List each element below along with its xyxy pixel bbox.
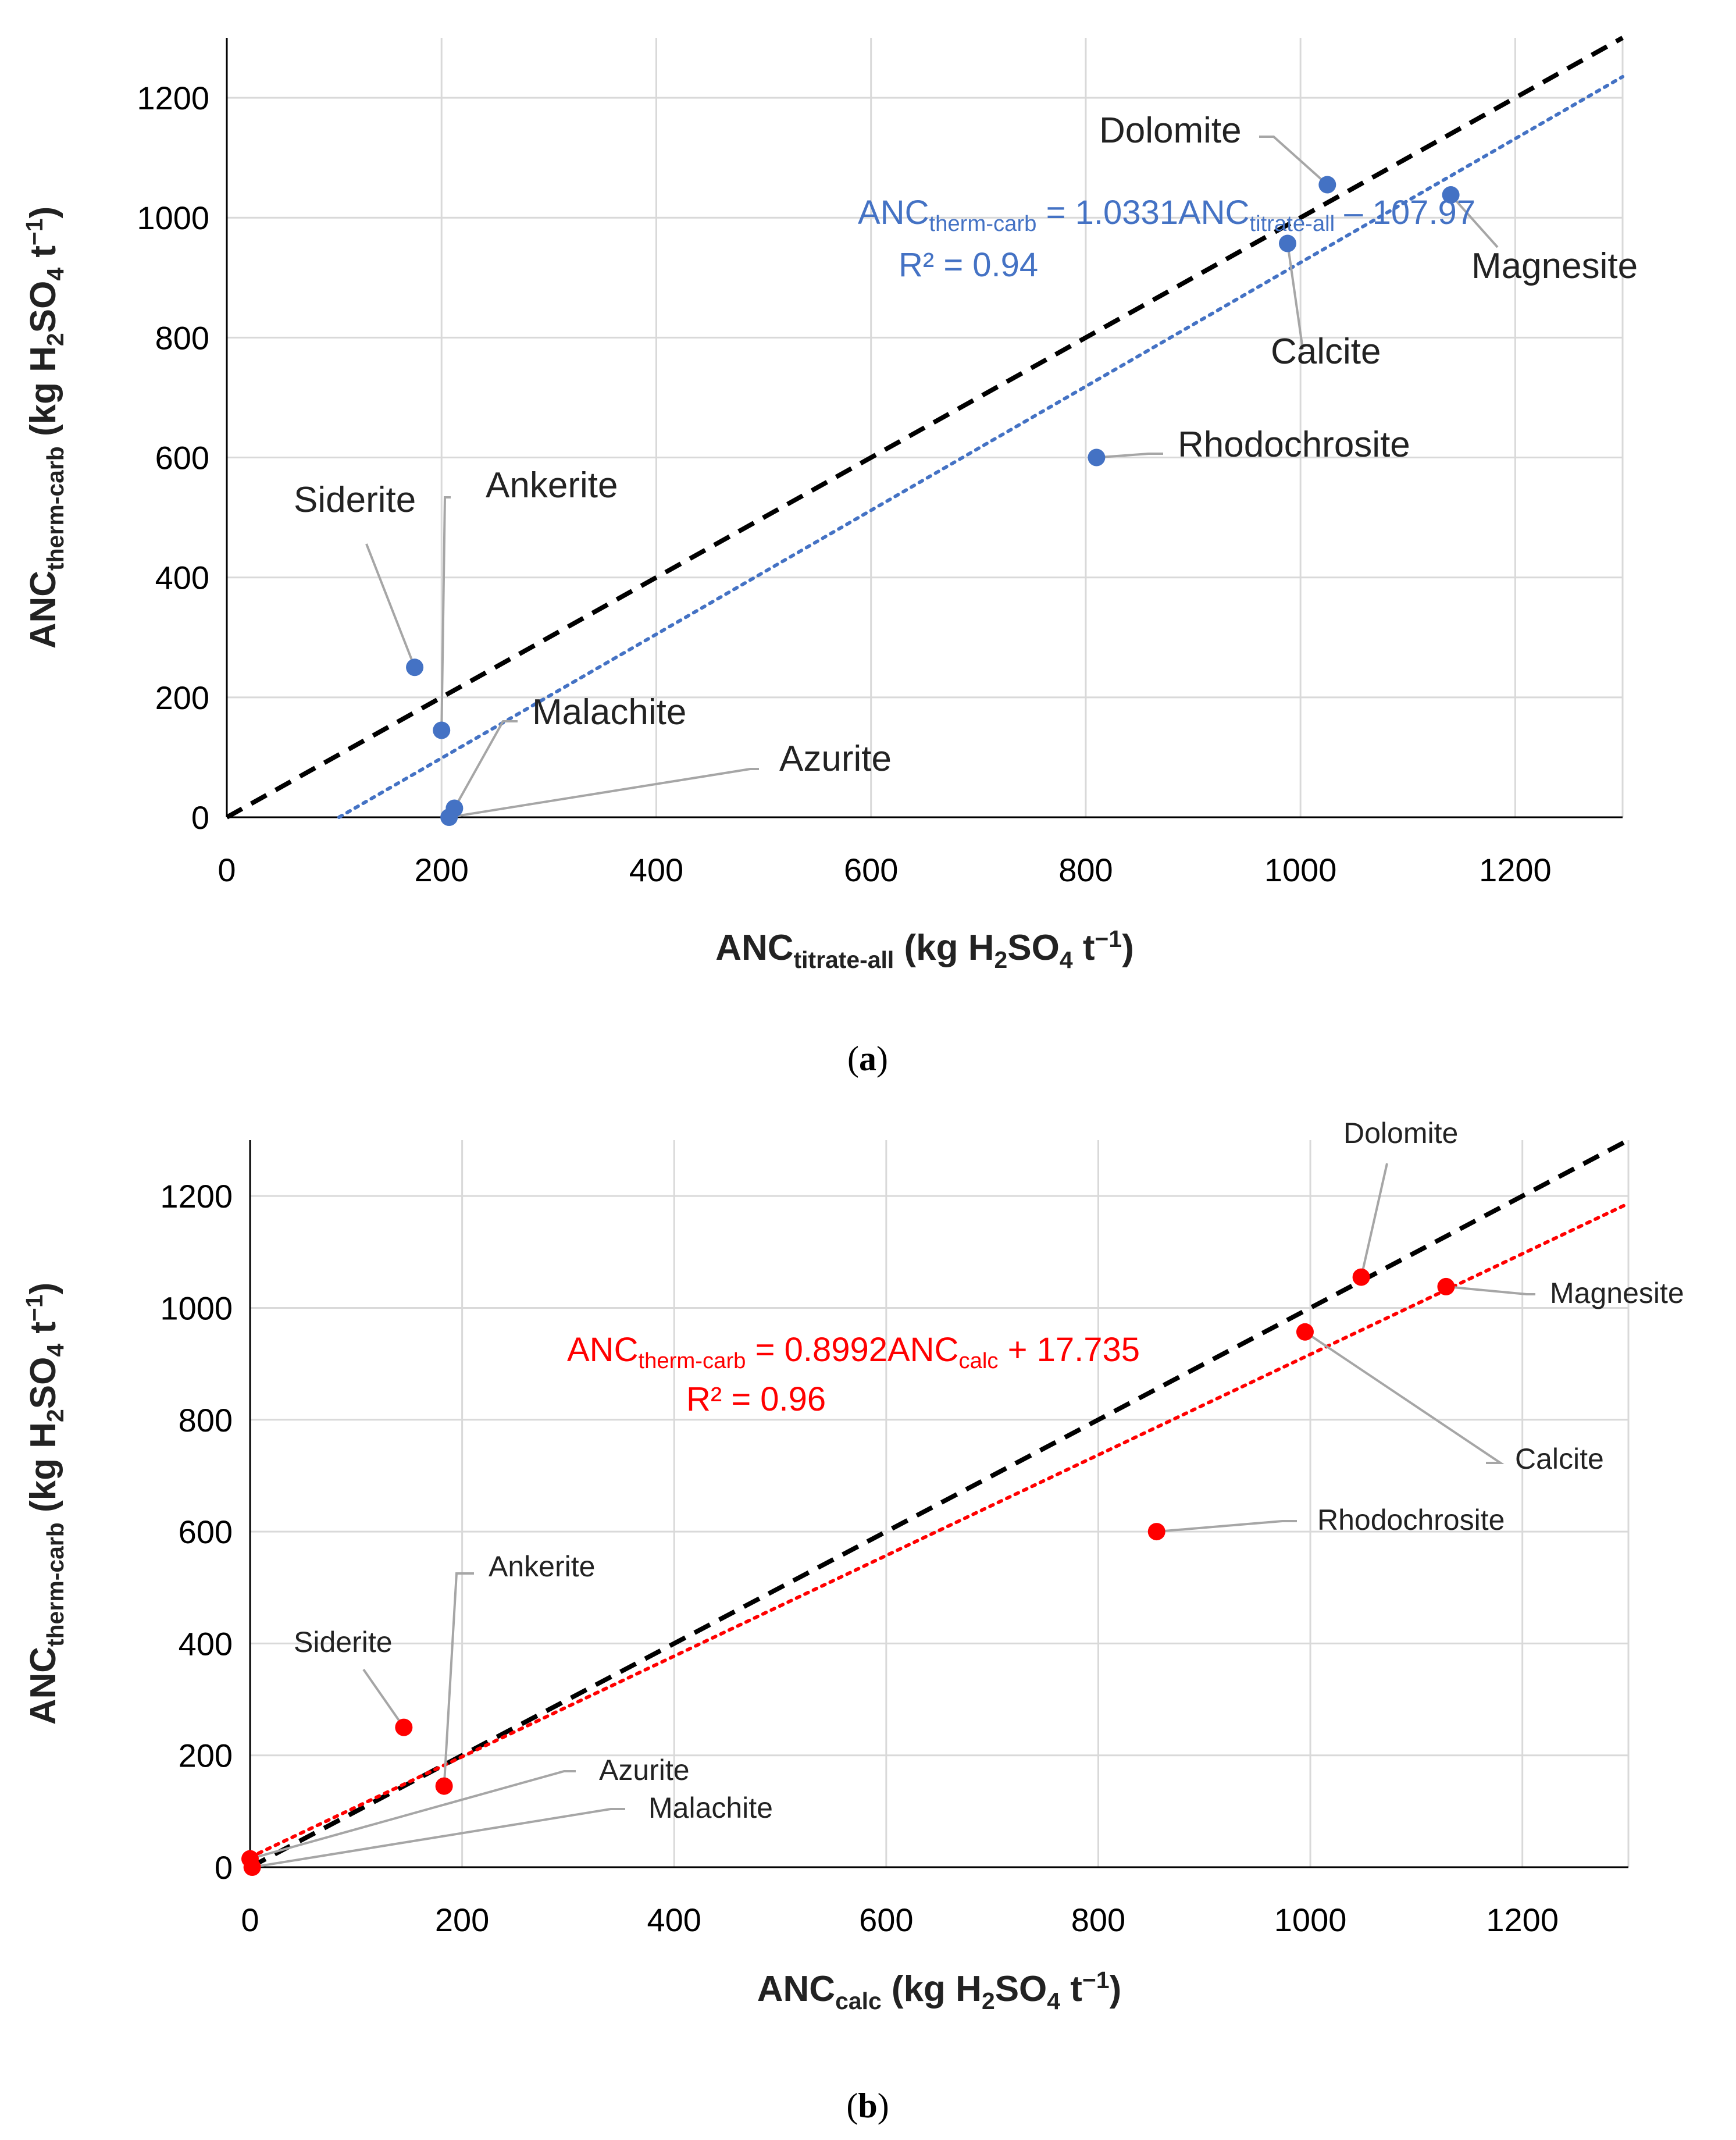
data-point: [440, 809, 458, 826]
point-label: Rhodochrosite: [1317, 1504, 1505, 1536]
point-label: Magnesite: [1550, 1277, 1684, 1309]
point-label: Calcite: [1271, 332, 1381, 372]
x-tick-label: 400: [647, 1902, 701, 1938]
panel-a: 0 200 400 600 800 1000 1200 0 200 400 600 800 1000 12…: [21, 35, 1638, 1078]
data-point: [243, 1858, 261, 1876]
point-label: Ankerite: [486, 465, 618, 505]
y-tick-label: 400: [155, 560, 209, 596]
y-tick-label: 0: [191, 799, 209, 836]
leader-line: [1360, 1163, 1388, 1278]
y-tick-label: 200: [155, 679, 209, 716]
panel-b: 0 200 400 600 800 1000 1200 0 200 400 600 800 1000 12…: [21, 1117, 1684, 2125]
x-tick-label: 0: [218, 852, 236, 888]
leader-line: [365, 543, 416, 668]
leader-line: [1259, 136, 1328, 186]
data-point: [1279, 234, 1296, 252]
x-tick-label: 1000: [1264, 852, 1337, 888]
x-tick-label: 200: [435, 1902, 489, 1938]
x-tick-label: 1000: [1274, 1902, 1347, 1938]
x-tick-label: 0: [241, 1902, 259, 1938]
data-point: [1088, 448, 1106, 467]
leader-line: [440, 496, 451, 731]
leader-line: [443, 1572, 474, 1786]
leader-line: [448, 768, 759, 818]
data-point: [435, 1777, 453, 1795]
trendline: [337, 74, 1624, 819]
reference-line-1to1: [226, 35, 1624, 820]
point-label: Siderite: [294, 1626, 393, 1658]
y-tick-label: 800: [179, 1402, 233, 1438]
leader-line: [1446, 1285, 1535, 1295]
data-point: [1147, 1523, 1165, 1541]
y-tick-label: 1200: [160, 1178, 233, 1215]
y-tick-label: 400: [179, 1625, 233, 1662]
point-label: Calcite: [1515, 1443, 1604, 1475]
gridlines: [226, 38, 1624, 818]
y-axis-label: ANCtherm-carb (kg H2SO4 t−1): [21, 206, 69, 649]
y-axis-label: ANCtherm-carb (kg H2SO4 t−1): [21, 1283, 69, 1725]
point-label: Azurite: [779, 739, 892, 779]
leader-line: [252, 1808, 625, 1868]
reference-line-1to1: [249, 1138, 1630, 1870]
data-point: [406, 658, 424, 676]
data-point: [395, 1718, 413, 1736]
y-tick-label: 200: [179, 1737, 233, 1774]
leader-line: [1304, 1331, 1505, 1464]
r-squared: R² = 0.94: [899, 246, 1038, 284]
leader-line: [362, 1668, 405, 1728]
x-axis-label: ANCcalc (kg H2SO4 t−1): [757, 1967, 1121, 2014]
data-point: [1352, 1268, 1370, 1286]
x-tick-label: 800: [1071, 1902, 1125, 1938]
data-point: [1442, 186, 1460, 204]
x-tick-label: 1200: [1486, 1902, 1559, 1938]
y-tick-label: 1000: [160, 1290, 233, 1326]
trendline: [248, 1201, 1630, 1859]
y-tick-label: 1000: [137, 200, 209, 236]
leader-line: [1096, 453, 1163, 459]
data-point: [1318, 176, 1336, 194]
point-label: Magnesite: [1471, 246, 1638, 286]
leader-line: [1450, 194, 1499, 248]
data-point: [433, 721, 451, 739]
y-tick-label: 0: [215, 1849, 233, 1886]
x-tick-label: 400: [629, 852, 683, 888]
point-label: Rhodochrosite: [1178, 425, 1410, 465]
x-tick-label: 1200: [1479, 852, 1552, 888]
point-label: Malachite: [532, 692, 686, 732]
leader-line: [453, 720, 518, 809]
y-tick-label: 600: [155, 440, 209, 476]
y-tick-label: 1200: [137, 80, 209, 116]
y-tick-label: 800: [155, 319, 209, 356]
x-tick-label: 800: [1058, 852, 1113, 888]
y-tick-label: 600: [179, 1514, 233, 1550]
leader-line: [1286, 243, 1304, 350]
trendline-equation: ANCtherm-carb = 1.0331ANCtitrate-all – 1…: [858, 194, 1475, 236]
point-label: Ankerite: [489, 1550, 595, 1583]
data-point: [1296, 1323, 1314, 1341]
x-tick-label: 200: [415, 852, 469, 888]
point-label: Dolomite: [1099, 111, 1242, 151]
point-label: Azurite: [599, 1754, 690, 1786]
point-label: Siderite: [294, 480, 416, 520]
r-squared: R² = 0.96: [686, 1380, 826, 1418]
point-label: Dolomite: [1343, 1117, 1458, 1149]
x-tick-label: 600: [859, 1902, 913, 1938]
data-point: [1437, 1277, 1455, 1295]
panel-caption: (b): [846, 2086, 889, 2125]
leader-line: [249, 1770, 576, 1860]
trendline-equation: ANCtherm-carb = 0.8992ANCcalc + 17.735: [567, 1331, 1140, 1373]
point-label: Malachite: [648, 1792, 773, 1824]
x-axis-label: ANCtitrate-all (kg H2SO4 t−1): [715, 925, 1134, 973]
panel-caption: (a): [847, 1039, 888, 1078]
x-tick-label: 600: [844, 852, 898, 888]
leader-line: [1156, 1520, 1297, 1533]
